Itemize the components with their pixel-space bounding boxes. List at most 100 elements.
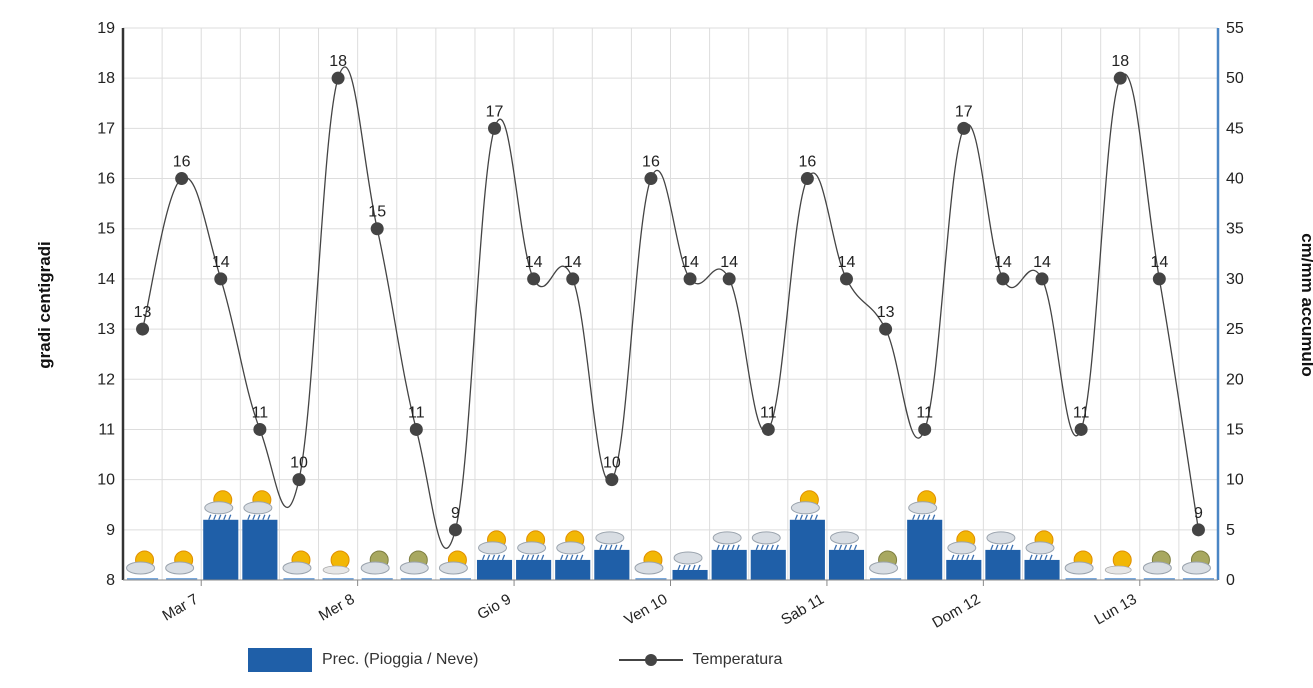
- temperature-point: [136, 322, 150, 336]
- x-tick-label: Mar 7: [160, 591, 202, 625]
- rain-drop: [501, 554, 506, 561]
- temperature-point: [1074, 422, 1088, 436]
- right-tick-label: 0: [1226, 572, 1235, 589]
- rain-drop: [770, 544, 774, 551]
- temperature-data-label: 11: [760, 404, 777, 421]
- rain-drop: [917, 514, 921, 521]
- cloud-shape: [829, 531, 859, 545]
- rain-sun-icon: [1025, 530, 1055, 561]
- rain-drop: [853, 544, 858, 551]
- cloud-shape: [595, 531, 625, 545]
- temperature-point: [918, 422, 932, 436]
- rain-drop: [536, 554, 540, 561]
- legend-item-precipitation[interactable]: Prec. (Pioggia / Neve): [248, 648, 479, 672]
- temperature-point: [566, 272, 580, 286]
- cloud-shape: [1181, 561, 1211, 575]
- precip-bar-zero: [322, 578, 354, 580]
- temperature-point: [1113, 71, 1127, 85]
- rain-drop: [496, 554, 501, 561]
- left-axis: 8 9 10 11 12 13 14 15 16 17 18 19: [97, 20, 125, 589]
- rain-drop: [580, 554, 584, 561]
- cloud-shape: [360, 561, 390, 575]
- temperature-data-label: 14: [1150, 254, 1168, 271]
- rain-drop: [794, 514, 798, 521]
- rain-sun-icon: [947, 530, 977, 561]
- sun-cloud-icon: [282, 550, 312, 575]
- temperature-point: [527, 272, 541, 286]
- temperature-data-label: 16: [798, 154, 816, 171]
- left-tick-label: 15: [97, 221, 115, 238]
- temperature-point: [292, 473, 306, 487]
- rain-sun-icon: [517, 530, 547, 561]
- rain-drop: [687, 564, 691, 571]
- rain-drop: [1000, 544, 1004, 551]
- rain-drop: [267, 514, 271, 521]
- temperature-data-label: 13: [877, 304, 895, 321]
- precip-bar: [985, 549, 1021, 580]
- legend-item-temperature[interactable]: Temperatura: [618, 648, 783, 672]
- rain-drop: [971, 554, 975, 561]
- temperature-point: [722, 272, 736, 286]
- weather-icons: [126, 490, 1211, 575]
- rain-drop: [804, 514, 808, 521]
- cloud-shape: [634, 561, 664, 575]
- rain-drop: [604, 544, 608, 551]
- right-axis-title: cm/mm accumulo: [1298, 233, 1313, 377]
- x-tick-label: Ven 10: [622, 591, 671, 629]
- temperature-point: [488, 121, 502, 135]
- precip-bar: [711, 549, 747, 580]
- rain-icon: [673, 551, 703, 571]
- rain-drop: [1010, 544, 1014, 551]
- left-axis-title: gradi centigradi: [35, 241, 54, 369]
- precip-bar: [516, 559, 552, 580]
- temperature-data-label: 16: [642, 154, 660, 171]
- cloud-shape: [869, 561, 899, 575]
- sun-cloud-icon: [634, 550, 664, 575]
- rain-drop: [677, 564, 681, 571]
- right-axis: 0 5 10 15 20 25 30 35 40 45 50 55: [1216, 20, 1244, 589]
- temperature-data-label: 14: [525, 254, 543, 271]
- rain-icon: [712, 531, 742, 551]
- rain-drop: [575, 554, 579, 561]
- temperature-point: [214, 272, 228, 286]
- rain-drop: [609, 544, 613, 551]
- rain-drop: [228, 514, 232, 521]
- right-tick-label: 55: [1226, 20, 1244, 37]
- left-tick-label: 17: [97, 120, 115, 137]
- precip-bar: [1024, 559, 1060, 580]
- precip-bar-zero: [400, 578, 432, 580]
- left-tick-label: 18: [97, 70, 115, 87]
- temperature-data-label: 18: [329, 53, 347, 70]
- x-tick-label: Gio 9: [475, 591, 515, 624]
- rain-drop: [838, 544, 843, 551]
- precip-bar-zero: [1143, 578, 1175, 580]
- rain-drop: [692, 564, 696, 571]
- temperature-data-label: 14: [564, 254, 582, 271]
- rain-drop: [1029, 554, 1033, 561]
- legend-bar-swatch: [248, 648, 312, 672]
- right-tick-label: 25: [1226, 321, 1244, 338]
- rain-drop: [760, 544, 764, 551]
- x-tick-label: Sab 11: [778, 591, 827, 629]
- temperature-point: [957, 121, 971, 135]
- left-tick-label: 9: [106, 522, 115, 539]
- x-tick-label: Dom 12: [929, 591, 983, 632]
- cloud-shape: [986, 531, 1016, 545]
- temperature-data-label: 14: [838, 254, 856, 271]
- rain-icon: [986, 531, 1016, 551]
- temperature-point: [839, 272, 853, 286]
- cloud-shape: [478, 541, 508, 555]
- legend-line-swatch: [618, 648, 683, 672]
- right-tick-label: 15: [1226, 421, 1244, 438]
- precip-bar-zero: [1065, 578, 1097, 580]
- temperature-point: [370, 222, 384, 236]
- right-tick-label: 40: [1226, 171, 1244, 188]
- legend-line-label: Temperatura: [692, 651, 783, 668]
- temperature-point: [331, 71, 345, 85]
- precip-bar-zero: [361, 578, 393, 580]
- precip-bar: [946, 559, 982, 580]
- cloud-shape: [399, 561, 429, 575]
- rain-drop: [262, 514, 266, 521]
- rain-drop: [922, 514, 926, 521]
- rain-drop: [599, 544, 603, 551]
